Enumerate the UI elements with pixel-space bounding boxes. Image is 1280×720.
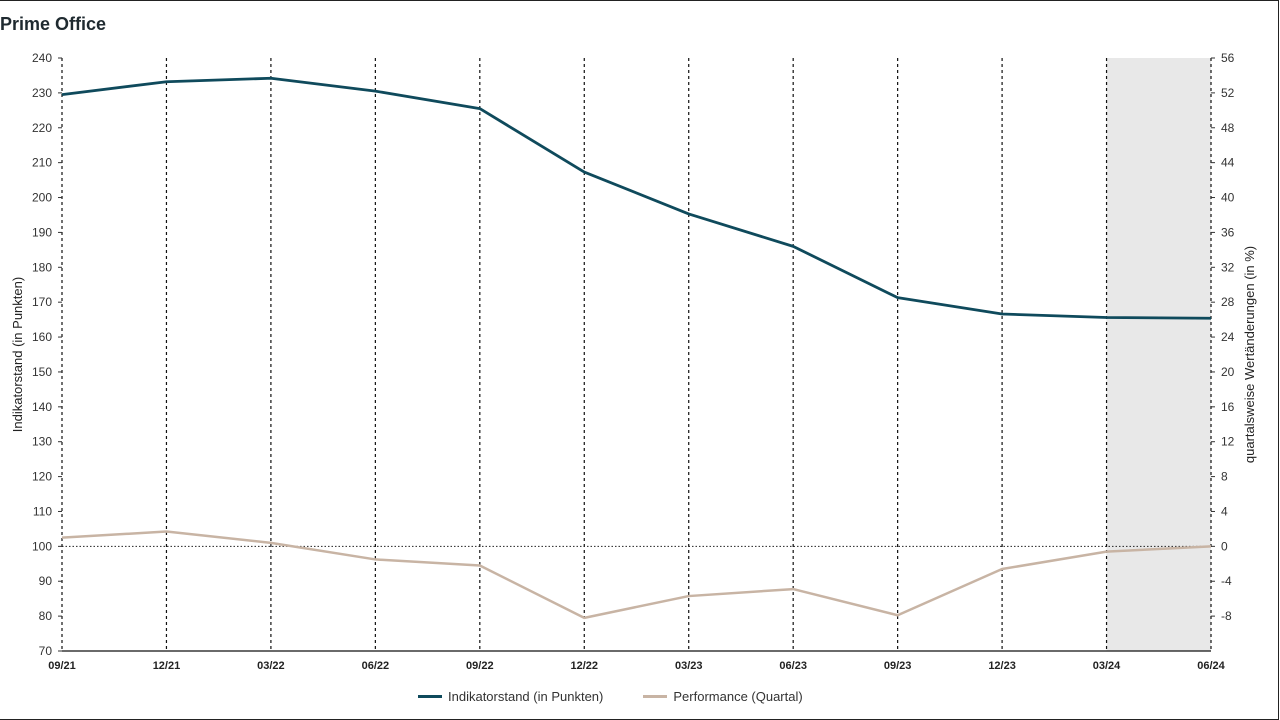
y-tick-label: 100 (32, 539, 52, 553)
x-tick-label: 06/22 (362, 660, 390, 672)
y-axis-label: Indikatorstand (in Punkten) (10, 277, 25, 432)
y2-tick-label: 12 (1221, 435, 1235, 449)
y-tick-label: 70 (39, 644, 53, 658)
legend-label-index: Indikatorstand (in Punkten) (448, 689, 604, 704)
y-tick-label: 180 (32, 260, 52, 274)
x-tick-label: 06/24 (1197, 660, 1225, 672)
legend-swatch-performance (643, 695, 668, 698)
x-tick-label: 09/23 (884, 660, 912, 672)
legend-label-performance: Performance (Quartal) (673, 689, 803, 704)
y2-tick-label: 36 (1221, 225, 1235, 239)
x-tick-label: 09/21 (48, 660, 76, 672)
x-tick-label: 03/23 (675, 660, 703, 672)
y2-tick-label: 32 (1221, 260, 1235, 274)
y2-tick-label: 20 (1221, 365, 1235, 379)
y-tick-label: 110 (33, 504, 52, 518)
y-tick-label: 170 (32, 295, 52, 309)
chart-title: Prime Office (0, 14, 107, 34)
series-line-index (61, 76, 1212, 320)
legend-swatch-index (418, 695, 442, 698)
x-tick-label: 09/22 (466, 660, 494, 672)
x-tick-label: 12/22 (571, 660, 599, 672)
x-tick-label: 12/23 (988, 660, 1016, 672)
y-tick-label: 90 (39, 574, 53, 588)
legend-item-index: Indikatorstand (in Punkten) (418, 689, 603, 704)
y-tick-label: 190 (32, 225, 52, 239)
y-tick-label: 240 (32, 51, 52, 65)
y2-tick-label: 0 (1221, 539, 1228, 553)
x-tick-label: 03/22 (257, 660, 285, 672)
x-tick-label: 12/21 (153, 660, 181, 672)
y2-tick-label: 16 (1221, 400, 1235, 414)
chart-legend: Indikatorstand (in Punkten) Performance … (418, 689, 803, 704)
y2-tick-label: 28 (1221, 295, 1235, 309)
series-line-performance (61, 530, 1212, 620)
y-tick-label: 230 (32, 86, 52, 100)
y2-tick-label: 40 (1221, 191, 1235, 205)
legend-item-performance: Performance (Quartal) (643, 689, 803, 704)
y-tick-label: 210 (32, 156, 52, 170)
y-tick-label: 220 (32, 121, 52, 135)
y2-tick-label: 4 (1221, 504, 1228, 518)
y-tick-label: 130 (32, 435, 52, 449)
y-tick-label: 200 (32, 191, 52, 205)
y2-axis-label: quartalsweise Wertänderungen (in %) (1242, 246, 1257, 463)
y2-tick-label: 56 (1221, 51, 1235, 65)
y-tick-label: 140 (32, 400, 52, 414)
x-tick-label: 03/24 (1093, 660, 1121, 672)
y-tick-label: 150 (32, 365, 52, 379)
y2-tick-label: 24 (1221, 330, 1235, 344)
y-tick-label: 160 (32, 330, 52, 344)
y2-tick-label: 8 (1221, 470, 1228, 484)
y2-tick-label: 44 (1221, 156, 1235, 170)
y2-tick-label: 52 (1221, 86, 1235, 100)
y-tick-label: 120 (32, 470, 52, 484)
y-tick-label: 80 (39, 609, 53, 623)
x-tick-label: 06/23 (779, 660, 807, 672)
y2-tick-label: -4 (1221, 574, 1232, 588)
y2-tick-label: 48 (1221, 121, 1235, 135)
y2-tick-label: -8 (1221, 609, 1232, 623)
highlight-band (1106, 58, 1211, 651)
